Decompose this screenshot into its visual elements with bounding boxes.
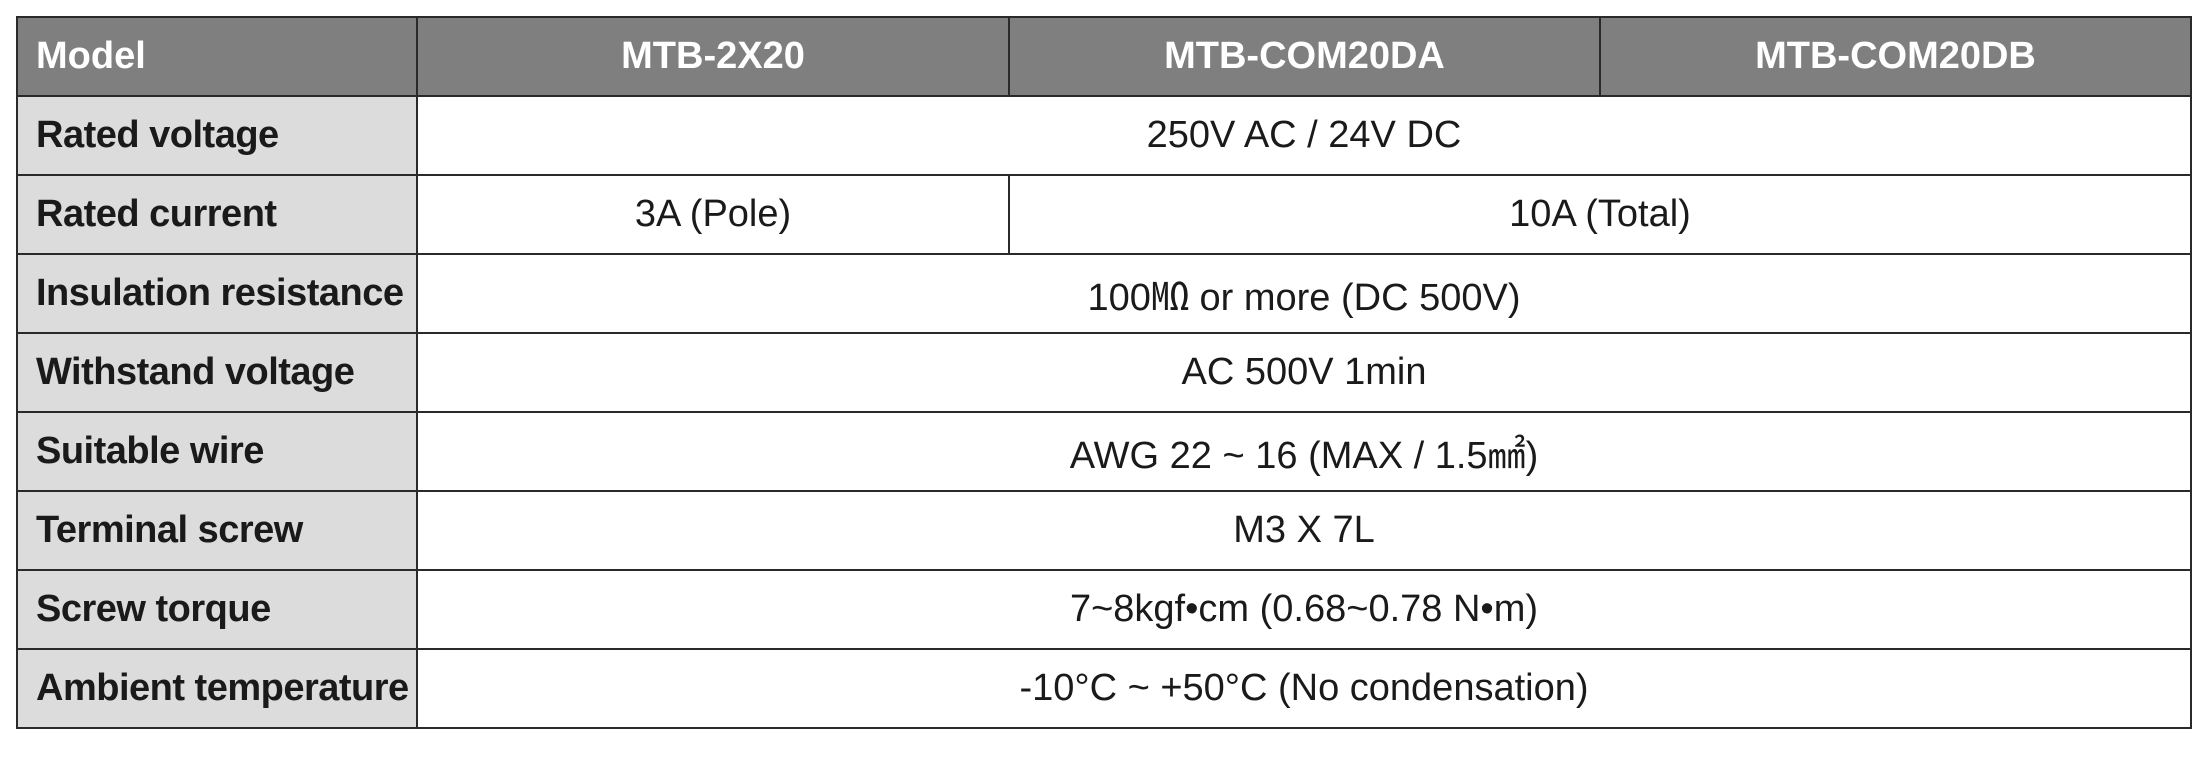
row-label-rated-voltage: Rated voltage — [16, 95, 418, 176]
withstand-voltage-value: AC 500V 1min — [416, 332, 2192, 413]
row-label-withstand-voltage: Withstand voltage — [16, 332, 418, 413]
rated-current-2x20-value: 3A (Pole) — [416, 174, 1010, 255]
row-label-ambient-temperature: Ambient temperature — [16, 648, 418, 729]
terminal-screw-value: M3 X 7L — [416, 490, 2192, 571]
ambient-temperature-value: -10°C ~ +50°C (No condensation) — [416, 648, 2192, 729]
row-label-suitable-wire: Suitable wire — [16, 411, 418, 492]
suitable-wire-value: AWG 22 ~ 16 (MAX / 1.5㎟) — [416, 411, 2192, 492]
table-row-screw-torque: Screw torque 7~8kgf•cm (0.68~0.78 N•m) — [16, 569, 2192, 650]
table-row-rated-voltage: Rated voltage 250V AC / 24V DC — [16, 95, 2192, 176]
table-row-suitable-wire: Suitable wire AWG 22 ~ 16 (MAX / 1.5㎟) — [16, 411, 2192, 492]
row-label-terminal-screw: Terminal screw — [16, 490, 418, 571]
screw-torque-value: 7~8kgf•cm (0.68~0.78 N•m) — [416, 569, 2192, 650]
model-header-label: Model — [16, 16, 418, 97]
row-label-screw-torque: Screw torque — [16, 569, 418, 650]
table-row-ambient-temperature: Ambient temperature -10°C ~ +50°C (No co… — [16, 648, 2192, 729]
model-column-mtb-com20db: MTB-COM20DB — [1599, 16, 2192, 97]
table-row-rated-current: Rated current 3A (Pole) 10A (Total) — [16, 174, 2192, 255]
rated-voltage-value: 250V AC / 24V DC — [416, 95, 2192, 176]
table-row-terminal-screw: Terminal screw M3 X 7L — [16, 490, 2192, 571]
model-column-mtb-2x20: MTB-2X20 — [416, 16, 1010, 97]
row-label-rated-current: Rated current — [16, 174, 418, 255]
rated-current-com20-value: 10A (Total) — [1008, 174, 2192, 255]
table-row-withstand-voltage: Withstand voltage AC 500V 1min — [16, 332, 2192, 413]
spec-table: Model MTB-2X20 MTB-COM20DA MTB-COM20DB R… — [16, 16, 2192, 729]
row-label-insulation-resistance: Insulation resistance — [16, 253, 418, 334]
table-row-insulation-resistance: Insulation resistance 100㏁ or more (DC 5… — [16, 253, 2192, 334]
insulation-resistance-value: 100㏁ or more (DC 500V) — [416, 253, 2192, 334]
model-column-mtb-com20da: MTB-COM20DA — [1008, 16, 1601, 97]
header-row: Model MTB-2X20 MTB-COM20DA MTB-COM20DB — [16, 16, 2192, 97]
